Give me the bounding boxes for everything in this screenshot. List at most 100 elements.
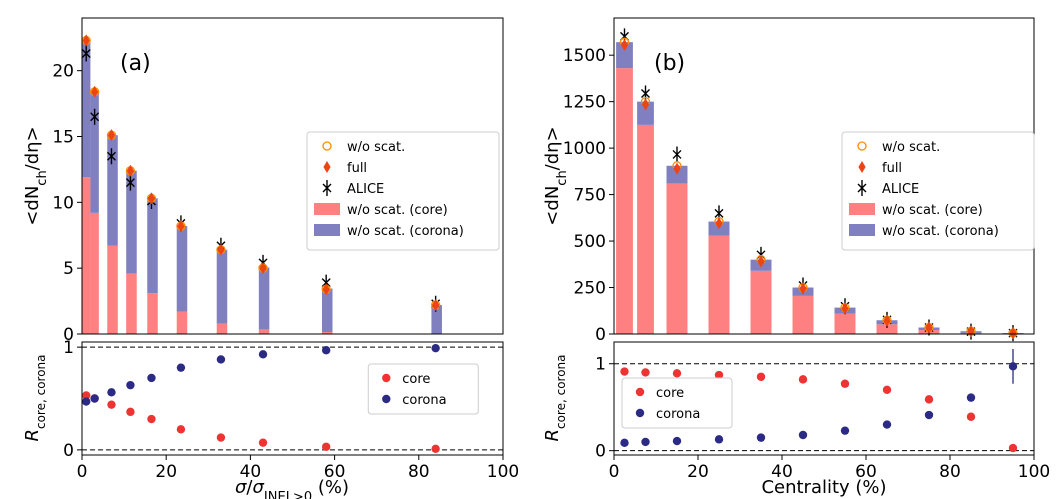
bar-corona-1	[637, 101, 654, 125]
legend-label-1: full	[347, 161, 367, 176]
ratio-point-corona-9	[966, 393, 976, 402]
x-tick-label-5: 100	[1018, 462, 1050, 482]
marker-alice-3	[125, 174, 135, 191]
legend-label-4: w/o scat. (corona)	[347, 224, 464, 239]
x-tick-label-2: 40	[240, 462, 262, 482]
legend-label-3: w/o scat. (core)	[347, 203, 448, 218]
bar-core-1	[637, 124, 654, 334]
ratio-y-tick-label-1: 1	[63, 338, 74, 358]
ratio-point-corona-0	[82, 397, 91, 406]
legend-symbol-full	[323, 161, 331, 173]
bar-corona-6	[216, 249, 228, 324]
ratio-legend-label-corona: corona	[656, 407, 700, 422]
marker-alice-2	[106, 148, 116, 165]
marker-full-1	[91, 85, 99, 98]
marker-full-7	[883, 314, 891, 327]
ratio-point-core-10	[1008, 443, 1018, 453]
bar-core-5	[792, 295, 814, 334]
ratio-point-core-6	[840, 379, 850, 388]
marker-full-2	[673, 162, 681, 175]
ratio-point-corona-9	[431, 343, 440, 353]
ratio-point-core-1	[641, 368, 650, 377]
ratio-point-corona-3	[126, 380, 135, 390]
marker-full-7	[259, 262, 267, 275]
x-tick-label-4: 80	[939, 462, 961, 482]
bar-core-6	[834, 313, 856, 334]
plot-frame	[81, 17, 504, 335]
bar-core-0	[82, 177, 91, 334]
ratio-point-corona-1	[641, 437, 650, 447]
legend-label-2: ALICE	[882, 182, 919, 197]
y-tick-label-0: 0	[63, 325, 74, 345]
ratio-point-corona-5	[798, 430, 808, 440]
x-tick-label-4: 80	[408, 462, 430, 482]
ratio-point-core-0	[620, 367, 629, 376]
bar-core-2	[107, 245, 118, 334]
bar-core-4	[750, 270, 772, 334]
legend-symbol-core	[849, 203, 875, 215]
ratio-point-core-9	[966, 412, 976, 421]
ratio-legend-box	[621, 377, 733, 429]
ratio-point-corona-4	[756, 433, 766, 442]
ratio-point-core-8	[924, 395, 934, 404]
legend-box	[841, 131, 1035, 251]
y-tick-label-5: 1250	[563, 93, 606, 113]
panel-tag-b: (b)	[654, 51, 685, 76]
panel-b-main: 0 250 500 750 1000 1250 1500 (b) w/o scat. full AL…	[542, 17, 1035, 345]
ratio-legend-symbol-corona	[635, 408, 645, 418]
ratio-legend-label-core: core	[402, 372, 430, 387]
marker-full-5	[177, 220, 185, 233]
ratio-point-corona-10	[1008, 362, 1018, 371]
legend-symbol-alice	[322, 180, 332, 196]
bar-core-3	[708, 235, 730, 334]
legend-label-3: w/o scat. (core)	[882, 203, 983, 218]
y-tick-label-0: 0	[595, 325, 606, 345]
marker-full-9	[432, 299, 440, 312]
ratio-point-core-6	[216, 433, 226, 442]
ratio-point-core-3	[126, 407, 135, 417]
bar-corona-8	[321, 288, 333, 333]
legend-label-0: w/o scat.	[347, 140, 405, 155]
x-tick-label-2: 40	[771, 462, 793, 482]
ratio-point-core-5	[176, 425, 186, 434]
x-axis-label: σ/σINEL>0 (%)	[235, 477, 349, 499]
marker-full-1	[641, 98, 650, 111]
marker-full-0	[620, 38, 629, 51]
y-tick-label-2: 500	[574, 232, 606, 252]
bar-core-2	[666, 183, 688, 334]
legend-label-1: full	[882, 161, 902, 176]
x-tick-label-0: 0	[77, 462, 88, 482]
bar-corona-5	[176, 226, 188, 312]
y-tick-label-6: 1500	[563, 46, 606, 66]
x-tick-label-3: 60	[324, 462, 346, 482]
y-axis-label: <dNch/dη>	[22, 126, 50, 225]
ratio-point-corona-1	[90, 394, 99, 403]
bar-core-7	[876, 324, 898, 334]
ratio-y-tick-label-0: 0	[595, 442, 606, 462]
x-tick-label-1: 20	[687, 462, 709, 482]
marker-full-5	[799, 282, 807, 295]
legend-label-2: ALICE	[347, 182, 384, 197]
y-tick-label-4: 20	[52, 62, 74, 82]
marker-full-2	[107, 129, 116, 142]
ratio-point-corona-5	[176, 363, 186, 372]
bar-corona-4	[147, 198, 158, 294]
x-tick-label-1: 20	[155, 462, 177, 482]
bar-corona-9	[431, 305, 442, 334]
marker-full-6	[217, 243, 225, 256]
marker-full-4	[147, 192, 156, 205]
ratio-y-tick-label-1: 1	[595, 355, 606, 375]
bar-core-6	[216, 323, 228, 334]
bar-corona-1	[90, 91, 99, 213]
bar-corona-0	[616, 42, 633, 69]
ratio-point-corona-0	[620, 438, 629, 448]
y-tick-label-1: 5	[63, 259, 74, 279]
ratio-point-core-9	[431, 444, 440, 454]
x-tick-label-3: 60	[855, 462, 877, 482]
ratio-point-core-7	[258, 438, 268, 447]
ratio-legend-label-core: core	[656, 386, 684, 401]
marker-full-4	[757, 255, 765, 268]
